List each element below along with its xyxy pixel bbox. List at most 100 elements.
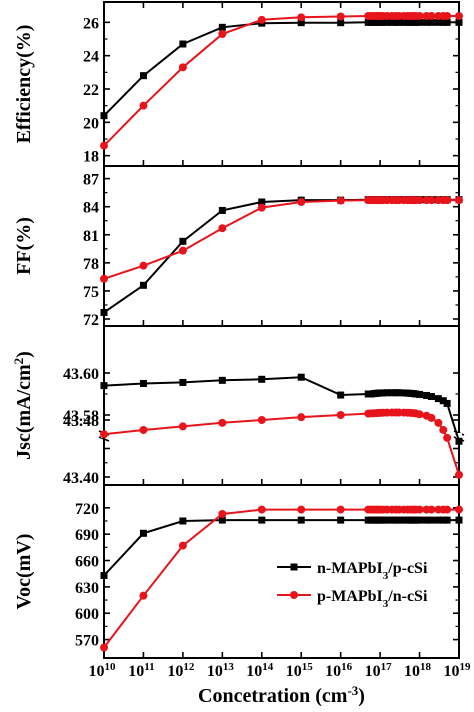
legend-entry-sub: 3 xyxy=(383,570,389,582)
jsc-panel-series-n-type-point xyxy=(379,389,387,397)
ff-panel-ytick-label: 84 xyxy=(83,200,99,217)
legend-entry-post: /n-cSi xyxy=(387,588,428,605)
voc-panel-series-p-type-point xyxy=(218,509,227,518)
efficiency-panel-series-p-type-point xyxy=(455,12,463,20)
ff-panel-series-n-type-point xyxy=(258,198,266,206)
efficiency-panel-series-n-type-point xyxy=(439,18,447,26)
ff-panel-series-n-type-point xyxy=(100,308,108,316)
xtick-label: 1010 xyxy=(89,661,117,680)
voc-panel-ytick-label: 570 xyxy=(75,633,99,650)
ff-panel-series-p-type-point xyxy=(336,196,345,205)
jsc-panel-ytick-label: 43.48 xyxy=(63,413,99,430)
efficiency-panel-series-p-type-point xyxy=(415,12,424,20)
ff-panel-frame xyxy=(103,165,460,327)
ff-panel-series-p-type-point xyxy=(443,196,452,205)
axis-break-gap xyxy=(456,433,462,438)
efficiency-panel-series-n-type-point xyxy=(379,18,387,26)
xtick-label-exp: 16 xyxy=(341,661,353,673)
voc-panel-series-n-type-point xyxy=(179,517,187,525)
efficiency-panel-series-p-type-point xyxy=(100,141,108,150)
jsc-panel-ytick-label: 43.58 xyxy=(63,408,99,425)
xtick-label: 1015 xyxy=(286,661,314,680)
jsc-panel-series-n-type-point xyxy=(383,389,391,397)
jsc-panel-ylabel-sup: 2 xyxy=(11,358,26,365)
axis-break-mark xyxy=(98,436,110,442)
xtick-label: 1013 xyxy=(207,661,235,680)
ff-panel-ytick-label: 78 xyxy=(83,256,99,273)
ff-panel-series-p-type-point xyxy=(297,198,306,207)
jsc-panel-series-p-type-point xyxy=(100,430,108,439)
x-axis-label: Concetration (cm-3) xyxy=(198,683,365,708)
efficiency-panel-series-n-type-point xyxy=(434,18,442,26)
voc-panel-series-n-type-point xyxy=(434,516,442,524)
jsc-panel-series-p-type-point xyxy=(439,425,448,434)
voc-panel-ytick-label: 600 xyxy=(75,606,99,623)
jsc-panel-series-p-type-point xyxy=(178,422,187,431)
voc-panel-series-p-type-point xyxy=(443,505,452,514)
voc-panel-series-p-type-point xyxy=(297,505,306,514)
ff-panel-series-p-type-point xyxy=(100,274,108,283)
voc-panel-series-n-type-point xyxy=(427,516,435,524)
ff-panel-series-p-type-point xyxy=(415,196,424,205)
legend: n-MAPbI3/p-cSi p-MAPbI3/n-cSi xyxy=(277,560,428,610)
efficiency-panel-ytick-label: 26 xyxy=(83,15,99,32)
efficiency-panel-series-n-type-point xyxy=(218,23,226,31)
jsc-panel-frame xyxy=(103,325,460,486)
voc-panel-series-n-type-point xyxy=(395,516,403,524)
voc-panel-series-n-type-point xyxy=(400,516,408,524)
ff-panel-series-p-type-line xyxy=(103,199,459,280)
efficiency-panel-series-p-type-point xyxy=(257,15,266,24)
efficiency-panel-series-n-type-point xyxy=(139,72,147,80)
voc-panel-series-n-type-point xyxy=(100,571,108,579)
jsc-panel-series-n-type-point xyxy=(455,437,463,445)
efficiency-panel-series-n-type-point xyxy=(400,18,408,26)
efficiency-panel-series-n-type-point xyxy=(100,112,108,120)
xtick-label: 1018 xyxy=(404,661,432,680)
voc-panel-series-p-type-line xyxy=(103,508,459,649)
voc-panel-ytick-label: 690 xyxy=(75,527,99,544)
x-axis-label-sup: -3 xyxy=(347,683,358,698)
ff-panel-series-n-type-point xyxy=(139,281,147,289)
efficiency-panel-series-n-type-point xyxy=(412,18,420,26)
jsc-panel-series-p-type-point xyxy=(443,433,452,442)
efficiency-panel-series-p-type-point xyxy=(139,101,148,110)
efficiency-panel-series-n-type-point xyxy=(383,18,391,26)
voc-panel-series-n-type-point xyxy=(139,529,147,537)
xtick-label: 1014 xyxy=(246,661,274,680)
voc-panel-series-p-type-point xyxy=(336,505,345,514)
jsc-panel-series-p-type-point xyxy=(297,413,306,422)
efficiency-panel-series-n-type-point xyxy=(395,18,403,26)
ff-panel-ytick-label: 75 xyxy=(83,284,99,301)
jsc-panel-series-n-type-point xyxy=(337,391,345,399)
ff-panel-series-p-type-point xyxy=(257,203,266,212)
jsc-panel-series-p-type-point xyxy=(218,418,227,427)
jsc-panel-ytick-label: 43.40 xyxy=(63,470,99,487)
efficiency-panel-ytick-label: 24 xyxy=(83,49,99,66)
jsc-panel-ytick-label: 43.60 xyxy=(63,366,99,383)
xtick-label: 1019 xyxy=(444,661,472,680)
voc-panel-series-n-type-point xyxy=(423,516,431,524)
voc-panel-series-n-type-point xyxy=(337,516,345,524)
xtick-label-exp: 14 xyxy=(262,661,274,673)
voc-panel-series-n-type-point xyxy=(258,516,266,524)
voc-panel-series-n-type-point xyxy=(379,516,387,524)
xtick-label-exp: 17 xyxy=(381,661,393,673)
data-series xyxy=(100,12,463,652)
ff-panel-ytick-label: 72 xyxy=(83,312,99,329)
jsc-panel-series-n-type-point xyxy=(439,397,447,405)
xtick-label-exp: 12 xyxy=(183,661,195,673)
jsc-panel-series-n-type-point xyxy=(179,378,187,386)
jsc-panel-series-p-type-point xyxy=(139,425,148,434)
jsc-panel-series-n-type-point xyxy=(139,380,147,387)
jsc-panel-series-n-type-point xyxy=(388,389,396,397)
panel-frames xyxy=(103,1,460,659)
ff-panel-series-p-type-point xyxy=(178,246,187,255)
efficiency-panel-series-p-type-point xyxy=(336,12,345,21)
voc-panel-series-n-type-point xyxy=(383,516,391,524)
efficiency-panel-series-n-type-point xyxy=(337,19,345,27)
legend-marker xyxy=(290,563,298,571)
jsc-panel-series-n-type-point xyxy=(427,393,435,401)
efficiency-panel-series-n-type-point xyxy=(423,18,431,26)
